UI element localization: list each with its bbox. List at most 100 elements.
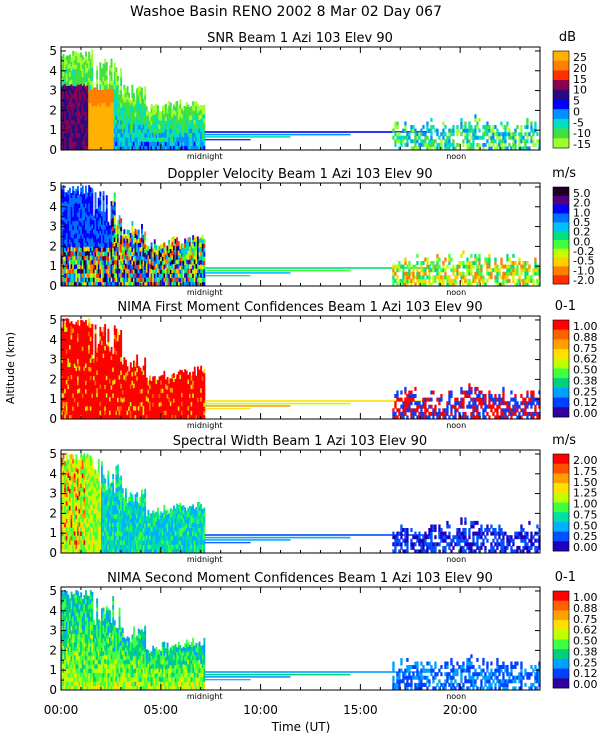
heatmap-cell [144, 361, 147, 367]
heatmap-cell [166, 254, 169, 260]
heatmap-cell [97, 197, 100, 203]
heatmap-cell [158, 384, 161, 390]
heatmap-cell [181, 273, 183, 278]
heatmap-cell [165, 245, 167, 251]
heatmap-cell [104, 216, 107, 221]
heatmap-cell [80, 406, 83, 411]
heatmap-cell [75, 219, 78, 225]
heatmap-cell [181, 260, 183, 266]
heatmap-cell [81, 414, 84, 420]
heatmap-cell [139, 380, 142, 386]
heatmap-cell [165, 258, 167, 264]
heatmap-cell [73, 115, 76, 121]
heatmap-cell [152, 385, 155, 390]
heatmap-cell [99, 79, 102, 85]
heatmap-cell [160, 410, 163, 416]
heatmap-cell [426, 121, 429, 126]
heatmap-cell [85, 401, 87, 407]
heatmap-cell [446, 275, 449, 280]
heatmap-cell [173, 263, 175, 269]
heatmap-cell [62, 255, 65, 261]
heatmap-cell [428, 268, 431, 273]
heatmap-cell [136, 380, 139, 386]
heatmap-cell [88, 259, 91, 265]
heatmap-cell [123, 414, 126, 420]
heatmap-cell [157, 105, 159, 111]
heatmap-cell [150, 141, 153, 147]
heatmap-cell [101, 211, 103, 217]
heatmap-cell [412, 264, 415, 269]
heatmap-cell [61, 392, 63, 398]
heatmap-cell [65, 196, 68, 202]
heatmap-cell [89, 401, 92, 407]
heatmap-cell [414, 135, 417, 140]
heatmap-cell [168, 256, 171, 262]
heatmap-cell [123, 106, 126, 112]
heatmap-cell [498, 271, 501, 276]
heatmap-cell [538, 268, 541, 273]
heatmap-cell [166, 385, 169, 390]
heatmap-cell [155, 383, 158, 389]
heatmap-cell [101, 72, 103, 78]
heatmap-cell [192, 256, 195, 262]
heatmap-cell [129, 255, 132, 260]
heatmap-cell [181, 131, 183, 137]
heatmap-cell [89, 277, 92, 283]
heatmap-cell [120, 235, 123, 240]
heatmap-cell [91, 219, 94, 225]
heatmap-cell [153, 118, 156, 124]
heatmap-cell [81, 216, 84, 221]
heatmap-cell [93, 114, 95, 120]
heatmap-cell [512, 139, 515, 144]
heatmap-cell [149, 128, 151, 134]
heatmap-cell [173, 131, 175, 137]
heatmap-cell [200, 109, 203, 115]
heatmap-cell [99, 136, 102, 142]
heatmap-cell [182, 114, 185, 120]
heatmap-cell [171, 281, 174, 287]
colorbar-swatch [553, 109, 569, 120]
heatmap-cell [193, 384, 196, 389]
heatmap-cell [62, 366, 65, 372]
heatmap-cell [97, 255, 100, 260]
heatmap-cell [448, 139, 451, 144]
heatmap-cell [442, 268, 445, 273]
heatmap-cell [99, 145, 102, 151]
heatmap-cell [73, 238, 76, 244]
heatmap-cell [85, 328, 87, 334]
heatmap-cell [171, 263, 174, 269]
heatmap-cell [102, 67, 105, 73]
heatmap-cell [94, 213, 97, 219]
heatmap-cell [89, 102, 92, 108]
heatmap-cell [163, 370, 166, 376]
heatmap-cell [104, 141, 107, 147]
heatmap-cell [129, 392, 132, 398]
heatmap-cell [104, 397, 107, 403]
heatmap-cell [506, 264, 509, 269]
heatmap-cell [123, 137, 126, 142]
heatmap-cell [197, 112, 199, 118]
heatmap-cell [161, 410, 164, 416]
heatmap-cell [158, 254, 161, 260]
heatmap-cell [456, 275, 459, 280]
heatmap-cell [144, 357, 147, 363]
heatmap-cell [115, 84, 118, 90]
heatmap-cell [123, 361, 126, 367]
heatmap-cell [70, 201, 73, 207]
heatmap-cell [102, 102, 105, 108]
heatmap-cell [131, 221, 134, 226]
heatmap-cell [104, 277, 107, 283]
colorbar-swatch [553, 70, 569, 81]
heatmap-cell [83, 401, 86, 407]
heatmap-cell [158, 414, 161, 420]
heatmap-cell [81, 406, 84, 411]
heatmap-cell [181, 383, 183, 389]
heatmap-cell [190, 384, 193, 390]
heatmap-cell [121, 141, 124, 147]
heatmap-cell [462, 125, 465, 129]
heatmap-cell [179, 396, 182, 402]
heatmap-cell [72, 124, 75, 129]
heatmap-cell [113, 277, 116, 283]
heatmap-cell [73, 145, 76, 151]
heatmap-cell [126, 111, 129, 117]
